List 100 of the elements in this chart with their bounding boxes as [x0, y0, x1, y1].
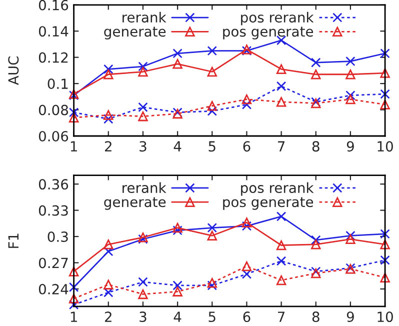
legend-label: generate — [104, 197, 166, 210]
point — [138, 111, 148, 122]
x-tick-label: 1 — [70, 141, 77, 152]
point — [68, 112, 79, 123]
x-tick-label: 4 — [174, 141, 182, 152]
point — [346, 230, 356, 241]
point — [346, 70, 356, 80]
y-tick-label: 0.16 — [38, 0, 68, 10]
point — [104, 110, 114, 120]
y-tick-label: 0.1 — [48, 78, 68, 90]
point — [207, 66, 217, 77]
point — [68, 108, 79, 118]
point — [172, 286, 182, 296]
y-tick-label: 0.36 — [38, 179, 68, 190]
point — [242, 218, 252, 228]
point — [207, 46, 217, 56]
x-tick-label: 8 — [312, 141, 320, 152]
point — [104, 114, 114, 124]
x-tick-label: 10 — [378, 312, 393, 322]
point — [138, 102, 148, 112]
point — [68, 266, 79, 276]
x-tick-label: 7 — [278, 141, 285, 152]
y-tick-label: 0.08 — [38, 104, 68, 116]
point — [104, 70, 114, 80]
point — [380, 240, 390, 250]
point — [242, 100, 252, 110]
point — [138, 62, 148, 72]
point — [207, 230, 217, 241]
x-tick-label: 2 — [104, 312, 112, 322]
point — [311, 240, 321, 250]
point — [276, 97, 286, 107]
point — [68, 294, 79, 304]
point — [104, 280, 114, 290]
point — [207, 222, 217, 233]
legend-label: pos generate — [223, 26, 314, 40]
legend-label: pos rerank — [241, 12, 314, 26]
x-tick-label: 10 — [378, 141, 393, 152]
y-tick-label: 0.12 — [38, 52, 68, 63]
point — [138, 277, 148, 287]
point — [346, 90, 356, 100]
point — [346, 234, 356, 244]
x-tick-label: 9 — [346, 141, 354, 152]
point — [380, 100, 390, 110]
point — [276, 275, 286, 286]
legend-label: generate — [104, 26, 166, 40]
point — [242, 94, 252, 104]
legend-label: rerank — [122, 12, 166, 23]
x-tick-label: 5 — [208, 141, 216, 152]
point — [380, 255, 390, 265]
point — [104, 64, 114, 74]
legend-label: pos rerank — [241, 182, 314, 196]
x-tick-label: 3 — [140, 312, 146, 322]
point — [276, 81, 286, 92]
point — [311, 235, 321, 245]
point — [207, 106, 217, 116]
point — [311, 70, 321, 80]
x-tick-label: 1 — [70, 312, 77, 322]
point — [138, 66, 148, 77]
y-axis-title: AUC — [8, 56, 19, 86]
x-tick-label: 2 — [104, 141, 112, 152]
point — [172, 280, 182, 290]
x-tick-label: 3 — [140, 141, 146, 152]
point — [68, 282, 79, 292]
point — [311, 58, 321, 68]
y-tick-label: 0.24 — [38, 284, 68, 294]
legend-label: pos generate — [223, 197, 314, 210]
point — [276, 64, 286, 74]
point — [68, 300, 79, 310]
point — [242, 221, 252, 231]
point — [172, 222, 182, 233]
y-tick-label: 0.14 — [38, 26, 68, 37]
point — [276, 212, 286, 222]
point — [380, 48, 390, 58]
point — [138, 289, 148, 300]
point — [242, 261, 252, 272]
x-tick-label: 6 — [243, 312, 250, 322]
point — [207, 280, 217, 290]
x-tick-label: 7 — [278, 312, 285, 322]
y-axis-title: F1 — [8, 234, 18, 248]
x-tick-label: 8 — [312, 312, 320, 322]
point — [380, 89, 390, 99]
point — [276, 240, 286, 250]
y-tick-label: 0.27 — [38, 258, 68, 268]
point — [346, 94, 356, 104]
x-tick-label: 9 — [346, 312, 354, 322]
x-tick-label: 4 — [174, 312, 182, 322]
x-tick-label: 6 — [243, 141, 250, 152]
point — [380, 272, 390, 282]
point — [346, 56, 356, 66]
y-tick-label: 0.33 — [38, 205, 68, 216]
point — [104, 240, 114, 250]
point — [380, 68, 390, 78]
point — [380, 229, 390, 239]
point — [104, 246, 114, 256]
x-tick-label: 5 — [208, 312, 216, 322]
y-tick-label: 0.3 — [48, 231, 68, 242]
point — [276, 256, 286, 266]
point — [172, 226, 182, 236]
point — [172, 59, 182, 69]
y-tick-label: 0.06 — [38, 130, 68, 142]
